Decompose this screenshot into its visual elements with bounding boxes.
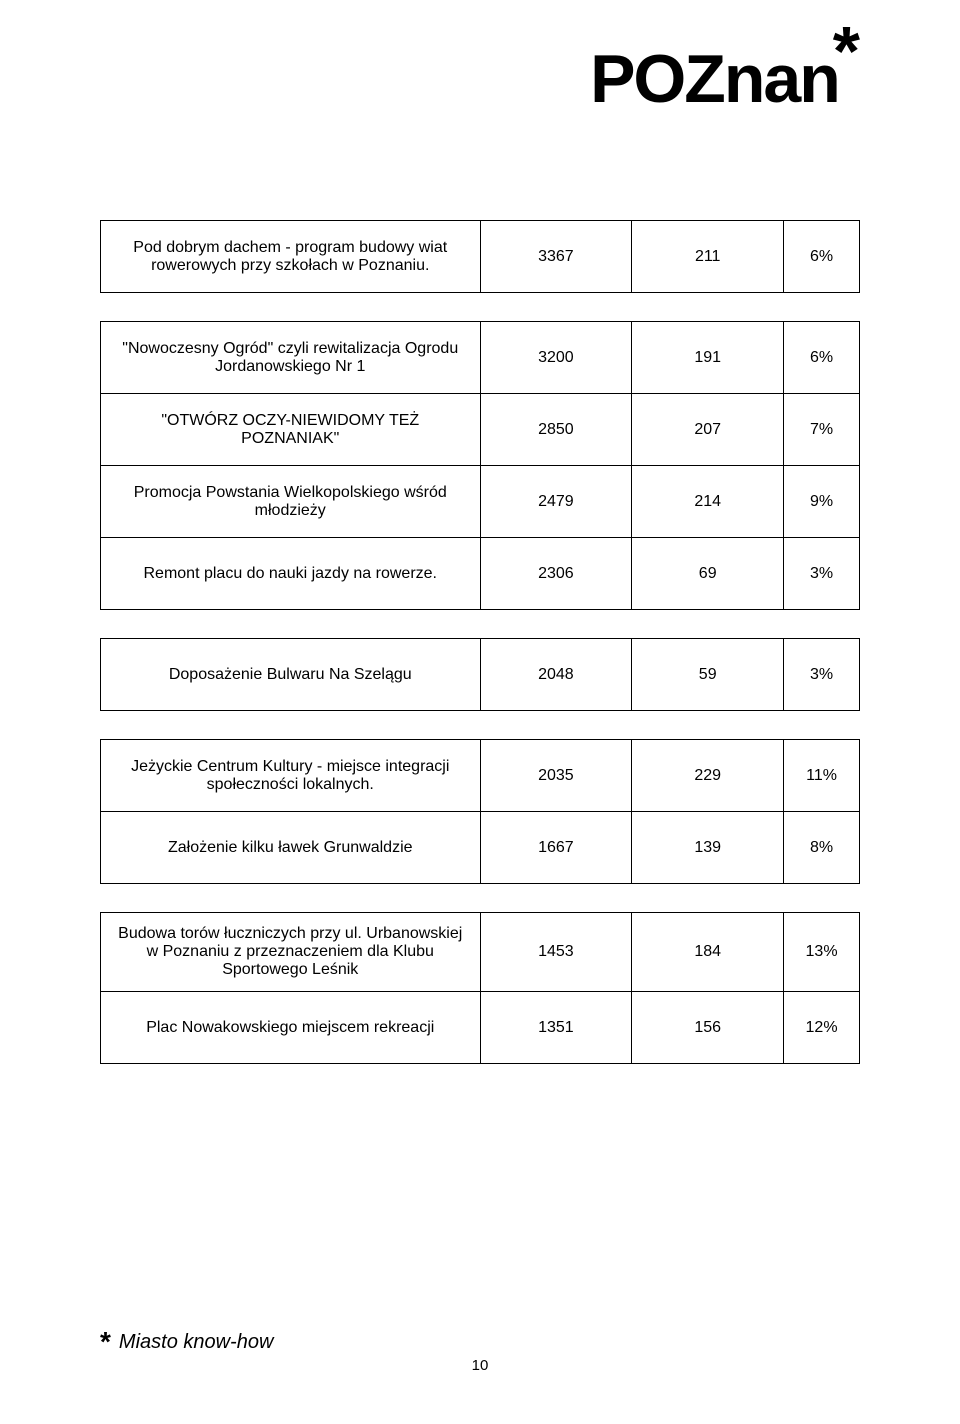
row-value-1: 1667 (480, 812, 632, 884)
row-percent: 11% (784, 740, 860, 812)
table-row: "OTWÓRZ OCZY-NIEWIDOMY TEŻ POZNANIAK"285… (101, 394, 860, 466)
row-value-2: 184 (632, 913, 784, 992)
row-value-1: 2035 (480, 740, 632, 812)
table-row: "Nowoczesny Ogród" czyli rewitalizacja O… (101, 322, 860, 394)
row-label: "OTWÓRZ OCZY-NIEWIDOMY TEŻ POZNANIAK" (101, 394, 481, 466)
data-table: Doposażenie Bulwaru Na Szelągu2048593% (100, 638, 860, 711)
document-page: POZnan * Pod dobrym dachem - program bud… (0, 0, 960, 1424)
row-value-2: 229 (632, 740, 784, 812)
row-label: Remont placu do nauki jazdy na rowerze. (101, 538, 481, 610)
table-row: Jeżyckie Centrum Kultury - miejsce integ… (101, 740, 860, 812)
table-row: Promocja Powstania Wielkopolskiego wśród… (101, 466, 860, 538)
footer-logo: * Miasto know-how (100, 1331, 273, 1354)
row-percent: 6% (784, 322, 860, 394)
table-spacer (100, 711, 860, 739)
row-label: Doposażenie Bulwaru Na Szelągu (101, 639, 481, 711)
data-table: Budowa torów łuczniczych przy ul. Urbano… (100, 912, 860, 1064)
row-value-1: 2048 (480, 639, 632, 711)
row-value-2: 69 (632, 538, 784, 610)
footer-logo-text: Miasto know-how (119, 1331, 274, 1354)
row-label: Budowa torów łuczniczych przy ul. Urbano… (101, 913, 481, 992)
tables-container: Pod dobrym dachem - program budowy wiat … (100, 220, 860, 1064)
row-value-2: 214 (632, 466, 784, 538)
table-row: Założenie kilku ławek Grunwaldzie1667139… (101, 812, 860, 884)
table-row: Doposażenie Bulwaru Na Szelągu2048593% (101, 639, 860, 711)
row-label: Założenie kilku ławek Grunwaldzie (101, 812, 481, 884)
row-value-1: 2306 (480, 538, 632, 610)
data-table: Jeżyckie Centrum Kultury - miejsce integ… (100, 739, 860, 884)
row-label: Jeżyckie Centrum Kultury - miejsce integ… (101, 740, 481, 812)
row-value-1: 2479 (480, 466, 632, 538)
row-value-2: 156 (632, 992, 784, 1064)
row-percent: 9% (784, 466, 860, 538)
row-label: Plac Nowakowskiego miejscem rekreacji (101, 992, 481, 1064)
table-row: Plac Nowakowskiego miejscem rekreacji135… (101, 992, 860, 1064)
row-percent: 13% (784, 913, 860, 992)
star-icon: * (100, 1334, 111, 1351)
row-label: Pod dobrym dachem - program budowy wiat … (101, 221, 481, 293)
row-label: Promocja Powstania Wielkopolskiego wśród… (101, 466, 481, 538)
row-value-1: 1453 (480, 913, 632, 992)
row-value-1: 2850 (480, 394, 632, 466)
table-row: Remont placu do nauki jazdy na rowerze.2… (101, 538, 860, 610)
page-number: 10 (472, 1357, 489, 1374)
row-percent: 3% (784, 639, 860, 711)
row-percent: 6% (784, 221, 860, 293)
table-row: Pod dobrym dachem - program budowy wiat … (101, 221, 860, 293)
header-logo: POZnan * (590, 40, 860, 118)
row-value-2: 59 (632, 639, 784, 711)
row-label: "Nowoczesny Ogród" czyli rewitalizacja O… (101, 322, 481, 394)
row-percent: 12% (784, 992, 860, 1064)
row-value-2: 139 (632, 812, 784, 884)
table-row: Budowa torów łuczniczych przy ul. Urbano… (101, 913, 860, 992)
row-value-2: 211 (632, 221, 784, 293)
row-value-2: 207 (632, 394, 784, 466)
data-table: Pod dobrym dachem - program budowy wiat … (100, 220, 860, 293)
data-table: "Nowoczesny Ogród" czyli rewitalizacja O… (100, 321, 860, 610)
row-value-1: 3367 (480, 221, 632, 293)
logo-text: POZnan (590, 40, 839, 118)
row-value-2: 191 (632, 322, 784, 394)
row-percent: 3% (784, 538, 860, 610)
row-value-1: 3200 (480, 322, 632, 394)
row-percent: 7% (784, 394, 860, 466)
table-spacer (100, 884, 860, 912)
star-icon: * (833, 34, 860, 69)
row-value-1: 1351 (480, 992, 632, 1064)
table-spacer (100, 293, 860, 321)
row-percent: 8% (784, 812, 860, 884)
table-spacer (100, 610, 860, 638)
